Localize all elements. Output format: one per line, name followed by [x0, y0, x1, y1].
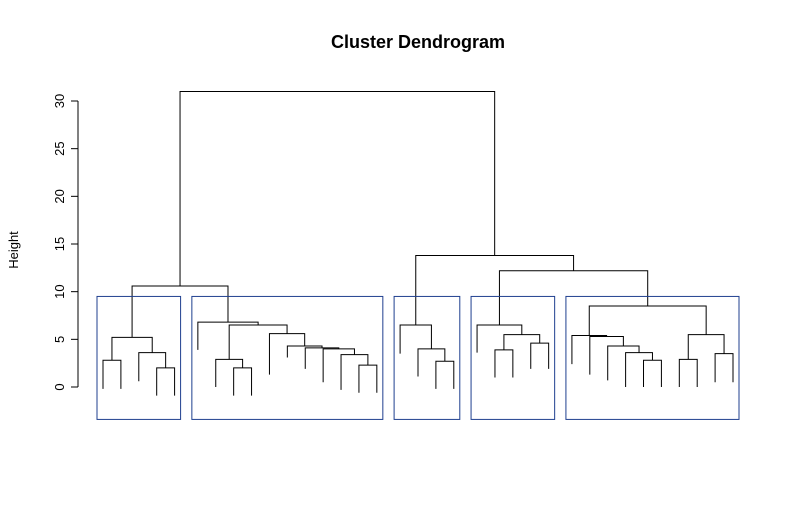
dendrogram-branch: [228, 324, 288, 360]
y-axis-label: Height: [6, 231, 21, 269]
y-tick-label: 10: [52, 284, 67, 298]
dendrogram-branch: [476, 324, 523, 353]
dendrogram-branch: [714, 353, 734, 383]
dendrogram-branch: [102, 359, 122, 389]
y-tick-label: 30: [52, 94, 67, 108]
chart-title: Cluster Dendrogram: [331, 32, 505, 52]
dendrogram-branch: [571, 335, 608, 365]
dendrogram-branch: [138, 352, 167, 382]
y-tick-label: 5: [52, 336, 67, 343]
cluster-box: [470, 295, 556, 420]
cluster-box: [393, 295, 461, 420]
dendrogram-branch: [131, 285, 229, 338]
dendrogram-branch: [111, 336, 153, 361]
dendrogram-branch: [678, 358, 698, 387]
dendrogram-branch: [286, 345, 323, 358]
dendrogram-branch: [417, 348, 446, 377]
dendrogram-branch: [589, 335, 624, 375]
dendrogram-branch: [358, 364, 378, 393]
dendrogram-branch: [625, 352, 653, 387]
dendrogram-branch: [503, 334, 541, 350]
cluster-boxes: [96, 295, 740, 420]
dendrogram-branch: [530, 342, 550, 369]
dendrogram-branch: [179, 90, 496, 286]
cluster-box: [565, 295, 740, 420]
cluster-box: [191, 295, 384, 420]
y-tick-label: 15: [52, 237, 67, 251]
dendrogram-branch: [304, 347, 340, 369]
dendrogram-branch: [498, 270, 649, 326]
dendrogram-branch: [215, 358, 244, 387]
dendrogram-tree: [102, 90, 734, 396]
dendrogram-branch: [435, 360, 455, 389]
dendrogram-branch: [322, 348, 355, 383]
dendrogram-branch: [588, 305, 707, 336]
dendrogram-branch: [643, 359, 662, 387]
dendrogram-branch: [233, 367, 253, 396]
dendrogram-branch: [494, 349, 514, 378]
dendrogram-branch: [687, 334, 725, 360]
dendrogram-branch: [197, 321, 259, 350]
y-axis: 0 5 10 15 20 25 30: [52, 94, 79, 391]
y-tick-label: 20: [52, 189, 67, 203]
dendrogram-branch: [607, 345, 640, 381]
cluster-box: [96, 295, 182, 420]
y-tick-label: 25: [52, 141, 67, 155]
y-tick-label: 0: [52, 383, 67, 390]
dendrogram-branch: [340, 354, 369, 390]
dendrogram-branch: [156, 367, 176, 396]
dendrogram-branch: [415, 254, 575, 326]
